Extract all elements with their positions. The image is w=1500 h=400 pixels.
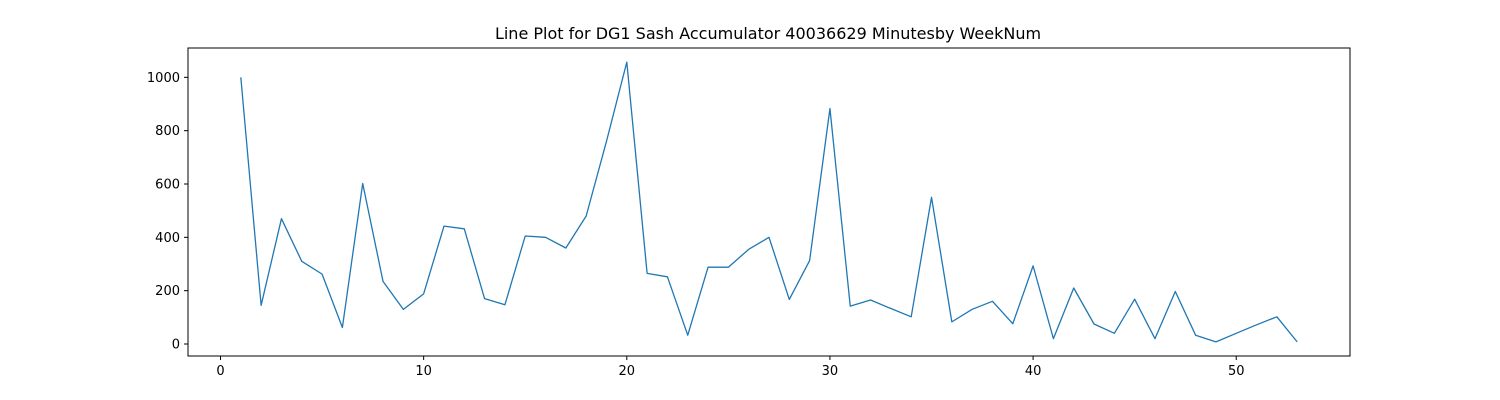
y-tick-label: 1000 [147, 71, 180, 86]
y-tick-label: 600 [155, 178, 180, 193]
x-tick-label: 20 [619, 364, 636, 379]
y-axis: 0 200 400 600 800 1000 [147, 71, 188, 353]
x-axis: 0 10 20 30 40 50 [216, 356, 1245, 379]
x-tick-label: 30 [822, 364, 839, 379]
y-tick-label: 400 [155, 231, 180, 246]
chart-title: Line Plot for DG1 Sash Accumulator 40036… [495, 24, 1041, 43]
y-tick-label: 0 [172, 338, 180, 353]
series-line [240, 61, 1298, 343]
plot-area-frame [187, 47, 1351, 357]
x-tick-label: 10 [415, 364, 432, 379]
y-tick-label: 800 [155, 124, 180, 139]
x-tick-label: 50 [1228, 364, 1245, 379]
x-tick-label: 40 [1025, 364, 1042, 379]
y-tick-label: 200 [155, 284, 180, 299]
x-tick-label: 0 [216, 364, 224, 379]
